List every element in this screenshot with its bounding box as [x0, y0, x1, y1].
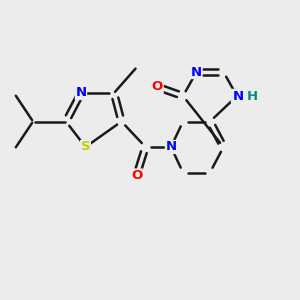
Text: N: N — [75, 86, 87, 100]
Text: N: N — [231, 89, 243, 103]
Text: S: S — [81, 140, 90, 154]
Text: H: H — [247, 89, 258, 103]
Text: O: O — [131, 169, 142, 182]
Text: N: N — [233, 89, 244, 103]
Text: O: O — [152, 80, 163, 94]
Text: N: N — [191, 65, 202, 79]
Text: N: N — [165, 140, 177, 154]
